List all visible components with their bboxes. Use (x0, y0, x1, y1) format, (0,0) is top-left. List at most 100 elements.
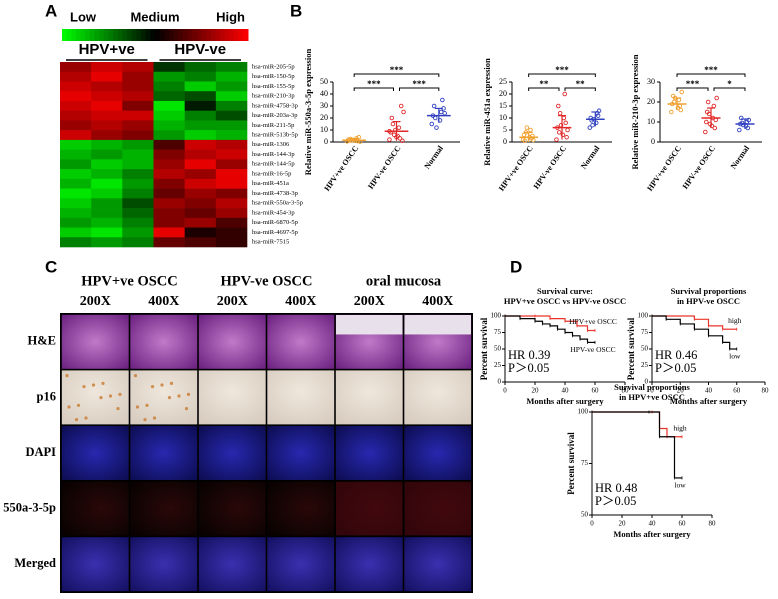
survival-step (550, 318, 566, 322)
data-point (678, 107, 684, 113)
x-tick-label: 80 (622, 387, 630, 395)
y-tick-label: 100 (578, 408, 589, 416)
heatmap-cell (153, 120, 185, 131)
y-tick-label: 50 (581, 511, 589, 519)
heatmap-cell (184, 91, 217, 102)
y-tick-label: 0 (498, 378, 502, 386)
heatmap-cell (91, 188, 123, 199)
stain-dot (116, 407, 120, 411)
significance-label: *** (555, 65, 569, 75)
heatmap-cell (215, 237, 248, 248)
row-label: hsa-miR-1306 (252, 141, 290, 148)
data-point (703, 129, 708, 135)
row-label: 550a-3-5p (3, 500, 56, 514)
panel-label: A (45, 1, 57, 20)
heatmap-cell (184, 81, 217, 92)
heatmap-cell (122, 110, 154, 121)
stain-dot (160, 383, 164, 387)
y-tick-label: 0 (651, 137, 655, 146)
y-tick-label: 20 (647, 97, 655, 106)
stain-dot (145, 403, 149, 407)
y-tick-label: 0 (645, 378, 649, 386)
error-bar (434, 107, 443, 123)
row-label: hsa-miR-211-5p (252, 122, 294, 129)
colorbar-cell (127, 29, 133, 41)
heatmap-cell (215, 217, 248, 228)
heatmap-cell (91, 130, 123, 141)
y-tick-label: 75 (581, 459, 589, 467)
heatmap-cell (122, 188, 154, 199)
heatmap-cell (60, 130, 92, 141)
y-axis-title: Relative miR-550a-3-5p expression (303, 49, 313, 176)
colorbar-cell (131, 29, 137, 41)
heatmap-cell (91, 178, 123, 189)
micrograph (404, 537, 472, 592)
error-bar (707, 107, 715, 128)
survival-step (649, 411, 661, 437)
error-bar (591, 111, 600, 127)
heatmap-cell (60, 149, 92, 160)
heatmap-cell (184, 130, 217, 141)
colorbar-cell (94, 29, 100, 41)
row-label: hsa-miR-454-3p (252, 209, 295, 216)
stain-dot (67, 405, 71, 409)
stain-dot (177, 394, 181, 398)
x-tick-label: 40 (705, 387, 713, 395)
x-tick-label: 20 (677, 387, 685, 395)
significance-bracket (676, 73, 746, 77)
data-point (704, 119, 709, 125)
colorbar-cell (206, 29, 212, 41)
survival-step (666, 318, 681, 324)
data-point (557, 110, 563, 116)
x-tick-label: HPV+ve OSCC (645, 144, 683, 193)
heatmap-cell (153, 62, 185, 73)
colorbar-cell (66, 29, 72, 41)
heatmap-cell (153, 81, 185, 92)
legend-label: HPV+ve OSCC (569, 317, 617, 326)
y-tick-label: 10 (320, 125, 328, 134)
data-point (712, 125, 718, 131)
heatmap-cell (184, 217, 217, 228)
colorbar-cell (201, 29, 207, 41)
y-tick-label: 30 (647, 77, 655, 86)
chart-title: Survival proportions (614, 382, 690, 392)
heatmap-cell (122, 130, 154, 141)
heatmap-cell (122, 100, 154, 111)
micrograph-tint (404, 481, 471, 536)
data-point (442, 110, 447, 116)
micrograph (61, 426, 129, 480)
heatmap-cell (215, 62, 248, 73)
y-tick-label: 10 (647, 117, 655, 126)
colorbar-cell (145, 29, 151, 41)
annotation: HR 0.46 (655, 348, 697, 362)
chart-title: Survival proportions (671, 286, 747, 296)
data-point (746, 117, 752, 123)
survival-step (557, 328, 566, 333)
micrograph-lumen (336, 315, 403, 335)
heatmap-cell (60, 81, 92, 92)
heatmap-cell (91, 100, 123, 111)
row-label: hsa-miR-4697-5p (252, 229, 298, 236)
heatmap-cell (91, 110, 123, 121)
heatmap-cell (153, 227, 185, 238)
heatmap-cell (122, 208, 154, 219)
data-point (401, 109, 406, 115)
magnification-label: 200X (80, 294, 111, 309)
stain-dot (118, 392, 122, 396)
heatmap-cell (153, 237, 185, 248)
micrograph (267, 537, 335, 592)
micrograph (404, 426, 472, 480)
heatmap-cell (60, 159, 92, 170)
survival-step (550, 325, 559, 330)
micrograph (267, 426, 335, 480)
heatmap-cell (184, 188, 217, 199)
survival-step (580, 338, 589, 343)
magnification-label: 400X (148, 294, 179, 309)
stain-dot (76, 403, 81, 407)
row-label: hsa-miR-203a-3p (252, 112, 298, 119)
data-point (522, 138, 528, 144)
micrograph (267, 370, 335, 425)
stain-dot (186, 392, 191, 396)
colorbar-cell (155, 29, 161, 41)
y-axis-title: Relative miR-451a expression (482, 58, 492, 166)
